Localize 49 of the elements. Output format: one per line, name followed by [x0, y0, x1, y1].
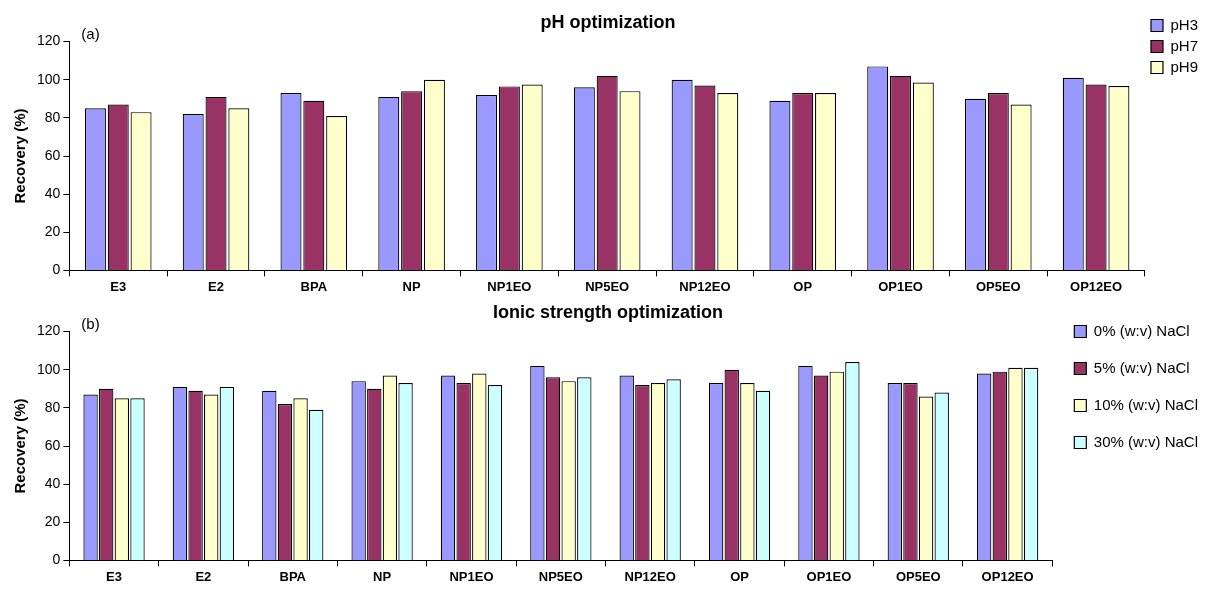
chart-title: Ionic strength optimization: [493, 301, 723, 322]
legend-label: 30% (w:v) NaCl: [1093, 432, 1198, 450]
x-tick-label: NP5EO: [585, 278, 630, 294]
y-tick-label: 40: [44, 474, 61, 491]
y-tick-label: 80: [44, 108, 61, 125]
x-tick-label: BPA: [279, 568, 307, 584]
x-tick-label: OP5EO: [975, 278, 1021, 294]
y-tick-label: 120: [37, 322, 61, 339]
x-tick-label: OP5EO: [895, 568, 941, 584]
y-tick-label: 120: [37, 32, 61, 49]
legend-label: 10% (w:v) NaCl: [1093, 395, 1198, 413]
chart-title: pH optimization: [540, 11, 676, 32]
x-tick-label: NP12EO: [679, 278, 731, 294]
annotation: (b): [81, 315, 100, 333]
legend-label: pH9: [1170, 57, 1199, 75]
x-tick-label: NP: [373, 568, 392, 584]
y-axis-title: Recovery (%): [11, 398, 29, 494]
x-tick-label: NP5EO: [538, 568, 583, 584]
x-tick-label: OP1EO: [806, 568, 852, 584]
legend-label: pH3: [1170, 15, 1199, 33]
x-tick-label: E3: [106, 568, 122, 584]
legend-label: 5% (w:v) NaCl: [1093, 358, 1190, 376]
y-tick-label: 40: [44, 184, 61, 201]
y-tick-label: 0: [52, 551, 61, 568]
x-tick-label: OP: [730, 568, 750, 584]
x-tick-label: OP12EO: [1070, 278, 1123, 294]
legend-label: 0% (w:v) NaCl: [1093, 321, 1190, 339]
legend-label: pH7: [1170, 36, 1199, 54]
y-tick-label: 100: [37, 70, 61, 87]
y-axis-title: Recovery (%): [11, 108, 29, 204]
x-tick-label: NP1EO: [487, 278, 532, 294]
y-tick-label: 20: [44, 513, 61, 530]
x-tick-label: NP: [402, 278, 421, 294]
x-tick-label: E2: [195, 568, 212, 584]
x-tick-label: BPA: [300, 278, 328, 294]
x-tick-label: OP12EO: [981, 568, 1034, 584]
x-tick-label: OP: [793, 278, 813, 294]
y-tick-label: 20: [44, 223, 61, 240]
y-tick-label: 80: [44, 398, 61, 415]
x-tick-label: OP1EO: [878, 278, 923, 294]
y-tick-label: 60: [44, 436, 61, 453]
x-tick-label: E3: [110, 278, 127, 294]
y-tick-label: 60: [44, 146, 61, 163]
x-tick-label: NP1EO: [449, 568, 494, 584]
x-tick-label: E2: [208, 278, 224, 294]
annotation: (a): [81, 25, 100, 43]
y-tick-label: 0: [52, 261, 61, 278]
y-tick-label: 100: [37, 360, 61, 377]
x-tick-label: NP12EO: [624, 568, 676, 584]
